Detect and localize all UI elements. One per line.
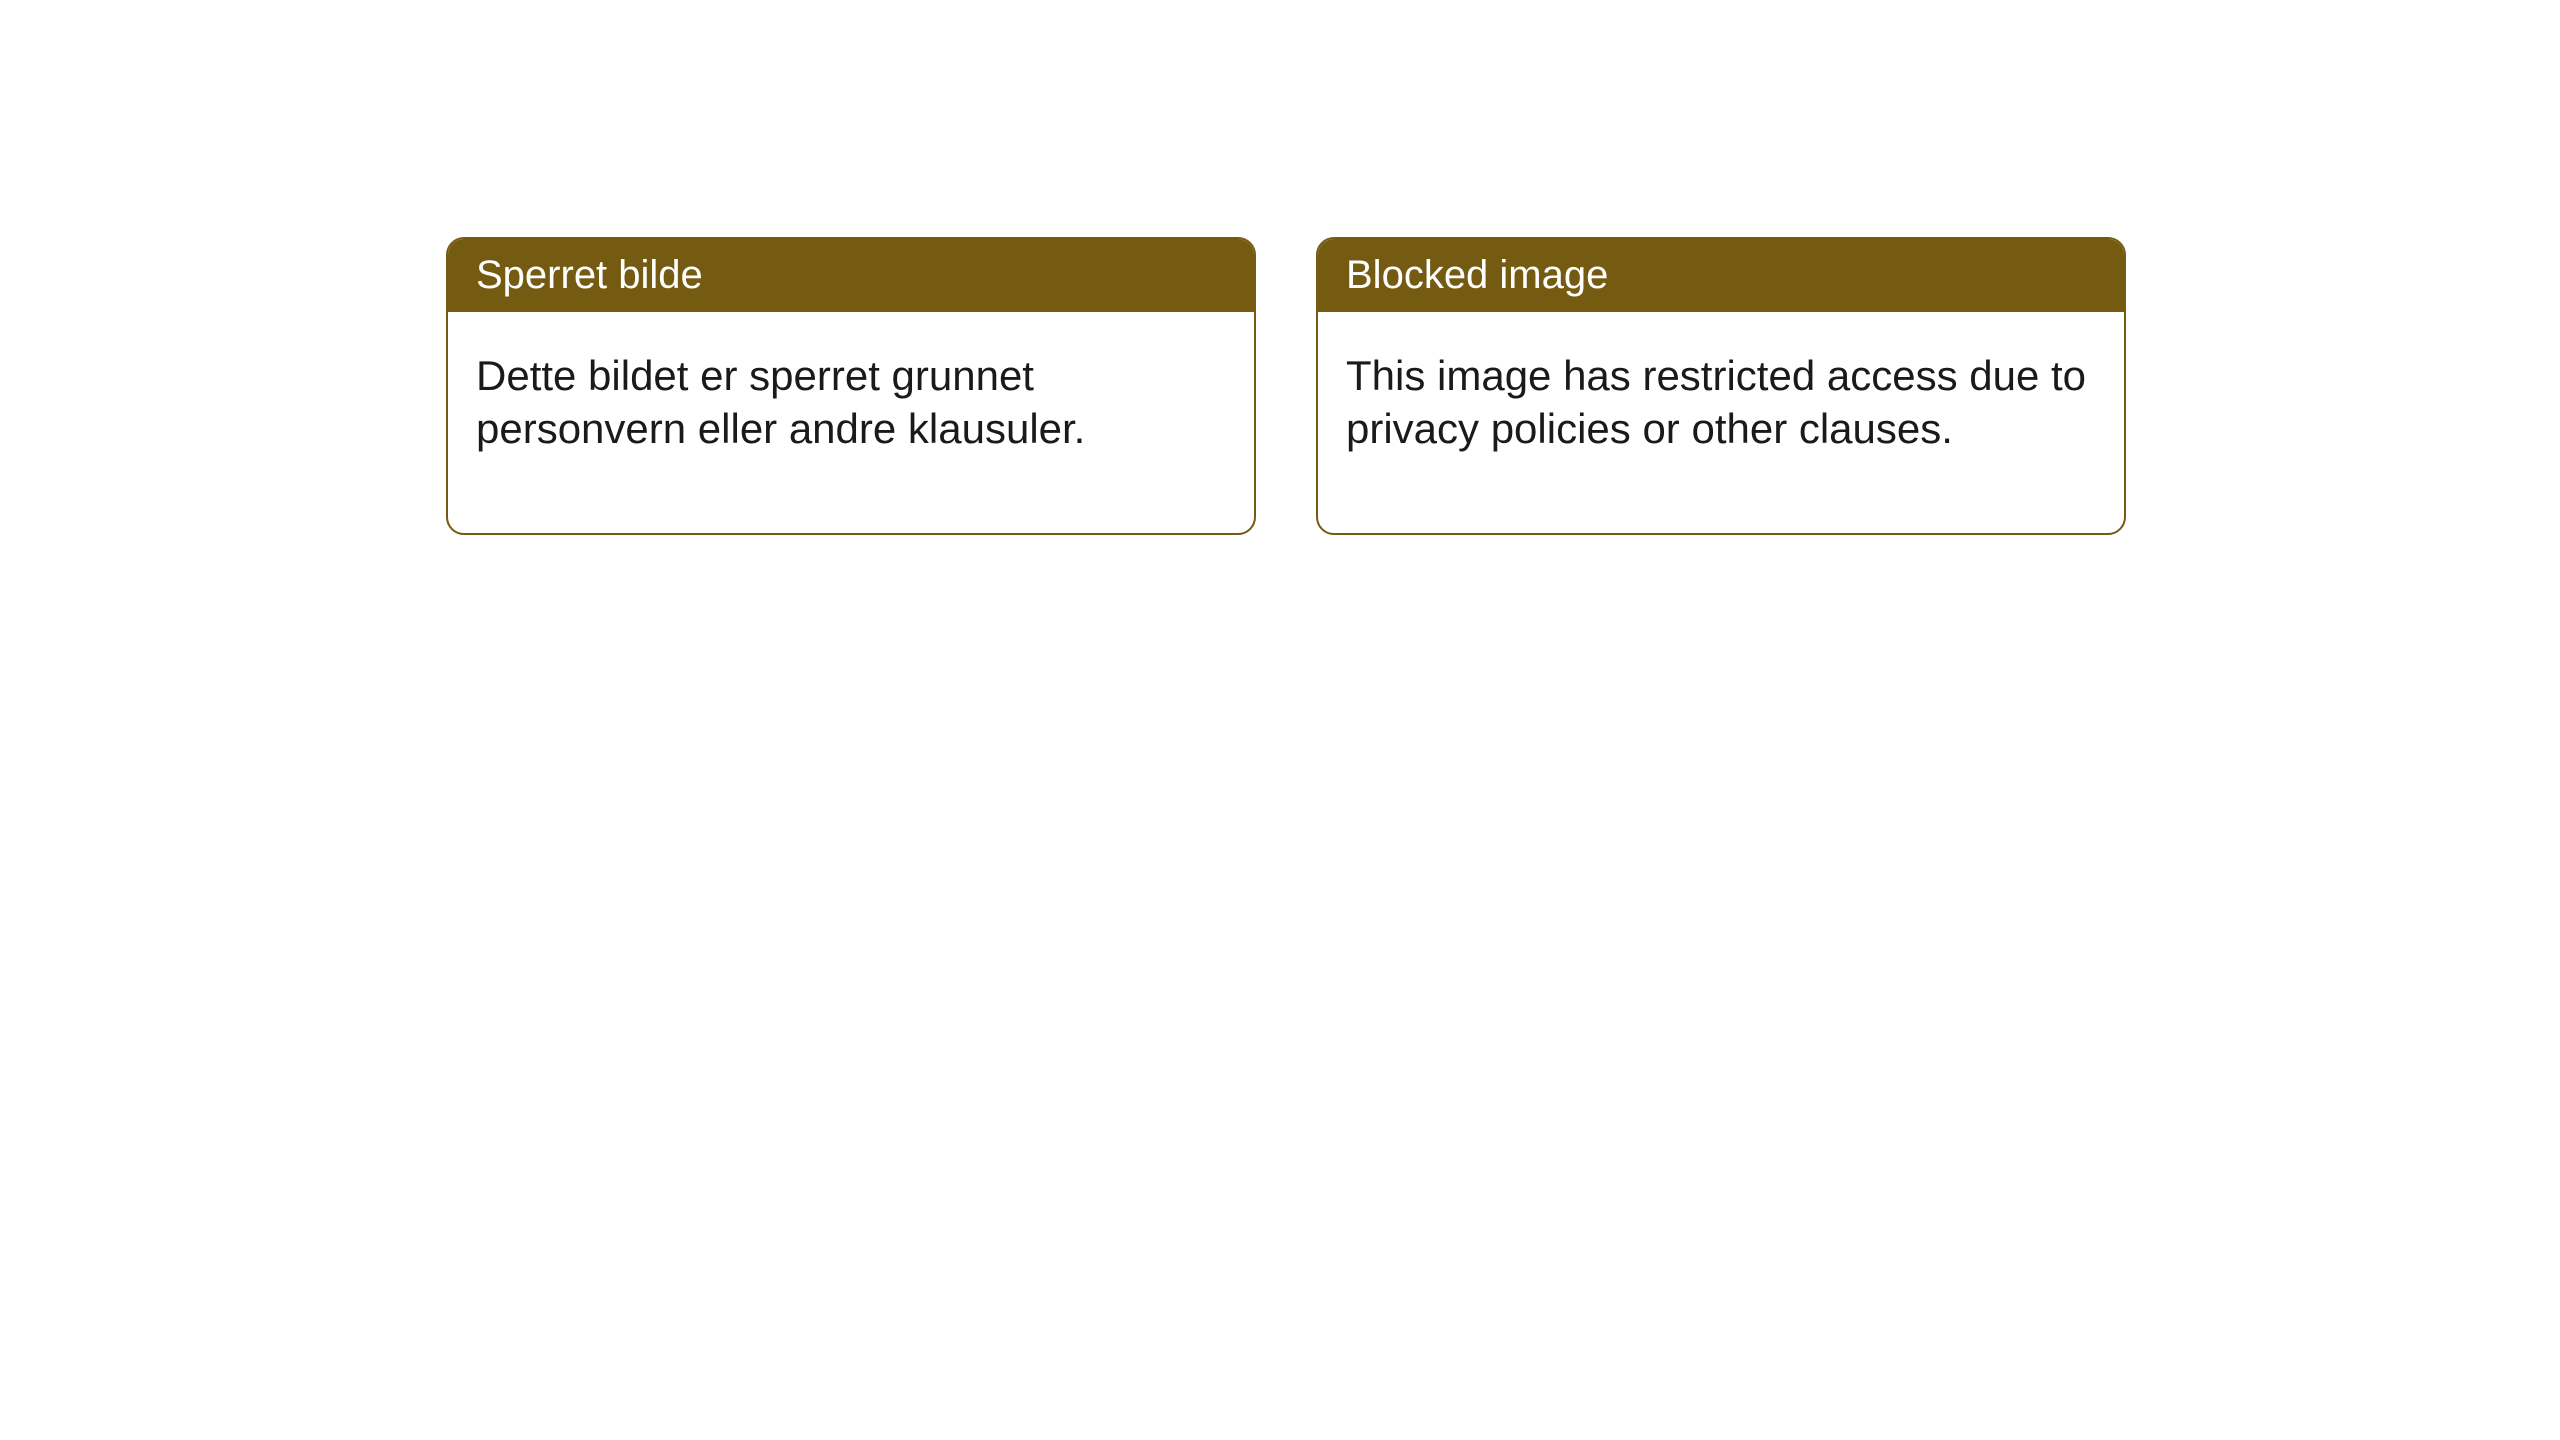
card-message-norwegian: Dette bildet er sperret grunnet personve… [476,352,1085,452]
notice-card-norwegian: Sperret bilde Dette bildet er sperret gr… [446,237,1256,535]
card-message-english: This image has restricted access due to … [1346,352,2086,452]
card-header-english: Blocked image [1318,239,2124,312]
card-body-norwegian: Dette bildet er sperret grunnet personve… [448,312,1254,533]
card-title-norwegian: Sperret bilde [476,253,703,297]
card-title-english: Blocked image [1346,253,1608,297]
notice-card-english: Blocked image This image has restricted … [1316,237,2126,535]
card-body-english: This image has restricted access due to … [1318,312,2124,533]
notice-cards-container: Sperret bilde Dette bildet er sperret gr… [446,237,2126,535]
card-header-norwegian: Sperret bilde [448,239,1254,312]
